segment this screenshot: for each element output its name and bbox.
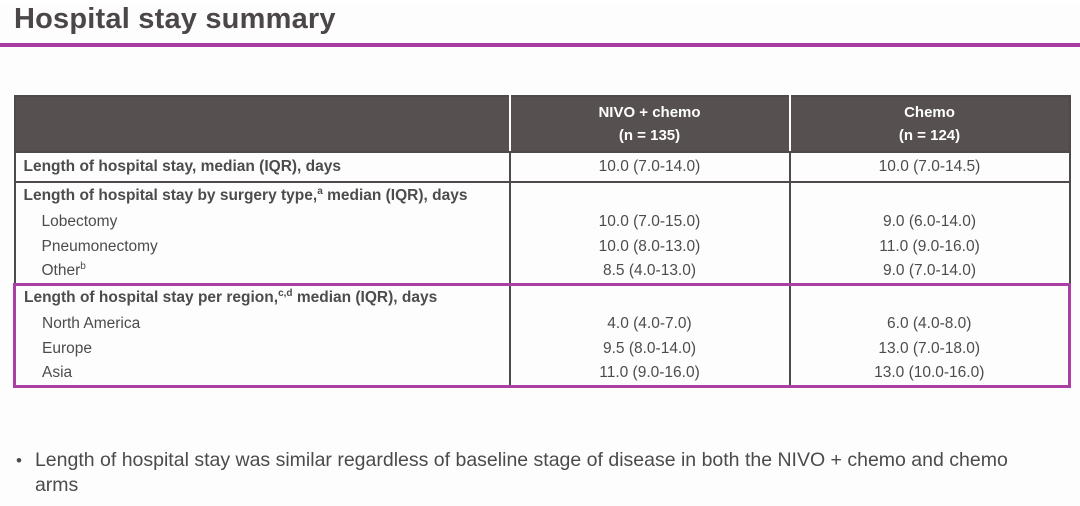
table-row: Europe 9.5 (8.0-14.0) 13.0 (7.0-18.0)	[13, 336, 1071, 361]
header-chemo: Chemo (n = 124)	[788, 96, 1070, 153]
hospital-stay-table: NIVO + chemo (n = 135) Chemo (n = 124) L…	[13, 95, 1071, 388]
nivo-value: 9.5 (8.0-14.0)	[508, 336, 790, 361]
nivo-value: 4.0 (4.0-7.0)	[508, 311, 790, 336]
nivo-value: 10.0 (8.0-13.0)	[508, 234, 790, 259]
header-chemo-line1: Chemo	[904, 103, 955, 121]
header-empty-cell	[14, 96, 510, 153]
section-label-text: Length of hospital stay per region,	[24, 289, 279, 307]
chemo-value: 11.0 (9.0-16.0)	[788, 234, 1070, 259]
slide: Hospital stay summary NIVO + chemo (n = …	[0, 3, 1080, 506]
section-header-row: Length of hospital stay by surgery type,…	[15, 182, 1070, 209]
section-overall: Length of hospital stay, median (IQR), d…	[14, 152, 1070, 183]
section-label-text2: median (IQR), days	[292, 289, 438, 307]
bullet-text: Length of hospital stay was similar rega…	[34, 448, 1008, 497]
title-underline	[0, 43, 1080, 47]
footnote-marker: c,d	[278, 288, 293, 300]
section-label: Length of hospital stay by surgery type,…	[15, 182, 510, 209]
row-label-text: Pneumonectomy	[41, 237, 158, 255]
section-region-highlighted: Length of hospital stay per region,c,d m…	[13, 282, 1071, 388]
chemo-value: 13.0 (10.0-16.0)	[788, 361, 1071, 388]
table-row: Otherb 8.5 (4.0-13.0) 9.0 (7.0-14.0)	[15, 259, 1070, 284]
table-row: Lobectomy 10.0 (7.0-15.0) 9.0 (6.0-14.0)	[15, 209, 1070, 234]
empty-cell	[788, 182, 1070, 209]
row-label: North America	[13, 311, 510, 336]
summary-bullet: • Length of hospital stay was similar re…	[16, 448, 1056, 499]
nivo-value: 10.0 (7.0-14.0)	[508, 152, 790, 183]
row-label: Europe	[13, 336, 510, 361]
section-surgery-type: Length of hospital stay by surgery type,…	[15, 182, 1070, 284]
section-label-text: Length of hospital stay by surgery type,	[23, 187, 318, 204]
header-nivo-line1: NIVO + chemo	[598, 103, 701, 121]
header-nivo-chemo: NIVO + chemo (n = 135)	[508, 96, 790, 153]
chemo-value: 9.0 (6.0-14.0)	[788, 209, 1070, 234]
empty-cell	[508, 282, 790, 311]
page-title: Hospital stay summary	[14, 3, 336, 35]
nivo-value: 10.0 (7.0-15.0)	[508, 209, 790, 234]
bullet-marker: •	[16, 450, 22, 470]
table-row: Pneumonectomy 10.0 (8.0-13.0) 11.0 (9.0-…	[15, 234, 1070, 259]
row-label-text: Other	[41, 261, 81, 279]
empty-cell	[788, 282, 1071, 311]
empty-cell	[508, 182, 790, 209]
table-row: Length of hospital stay, median (IQR), d…	[14, 152, 1070, 183]
table-header-row: NIVO + chemo (n = 135) Chemo (n = 124)	[14, 96, 1070, 153]
hospital-stay-table-wrap: NIVO + chemo (n = 135) Chemo (n = 124) L…	[13, 95, 1071, 388]
footnote-marker: b	[80, 260, 86, 272]
row-label: Asia	[13, 361, 510, 388]
row-label: Pneumonectomy	[15, 234, 510, 259]
section-label: Length of hospital stay per region,c,d m…	[13, 282, 510, 311]
nivo-value: 8.5 (4.0-13.0)	[508, 259, 790, 284]
row-label: Length of hospital stay, median (IQR), d…	[14, 152, 510, 183]
table-row: Asia 11.0 (9.0-16.0) 13.0 (10.0-16.0)	[13, 361, 1071, 388]
row-label: Lobectomy	[15, 209, 510, 234]
chemo-value: 13.0 (7.0-18.0)	[788, 336, 1071, 361]
row-label: Otherb	[15, 259, 510, 284]
section-header-row: Length of hospital stay per region,c,d m…	[13, 282, 1071, 311]
chemo-value: 6.0 (4.0-8.0)	[788, 311, 1071, 336]
footnote-marker: a	[317, 185, 323, 197]
nivo-value: 11.0 (9.0-16.0)	[508, 361, 790, 388]
header-chemo-line2: (n = 124)	[898, 127, 961, 144]
table-row: North America 4.0 (4.0-7.0) 6.0 (4.0-8.0…	[13, 311, 1071, 336]
chemo-value: 9.0 (7.0-14.0)	[788, 259, 1070, 284]
row-label-text: Lobectomy	[41, 212, 118, 230]
chemo-value: 10.0 (7.0-14.5)	[788, 152, 1070, 183]
section-label-text2: median (IQR), days	[322, 187, 468, 204]
header-nivo-line2: (n = 135)	[618, 127, 681, 144]
